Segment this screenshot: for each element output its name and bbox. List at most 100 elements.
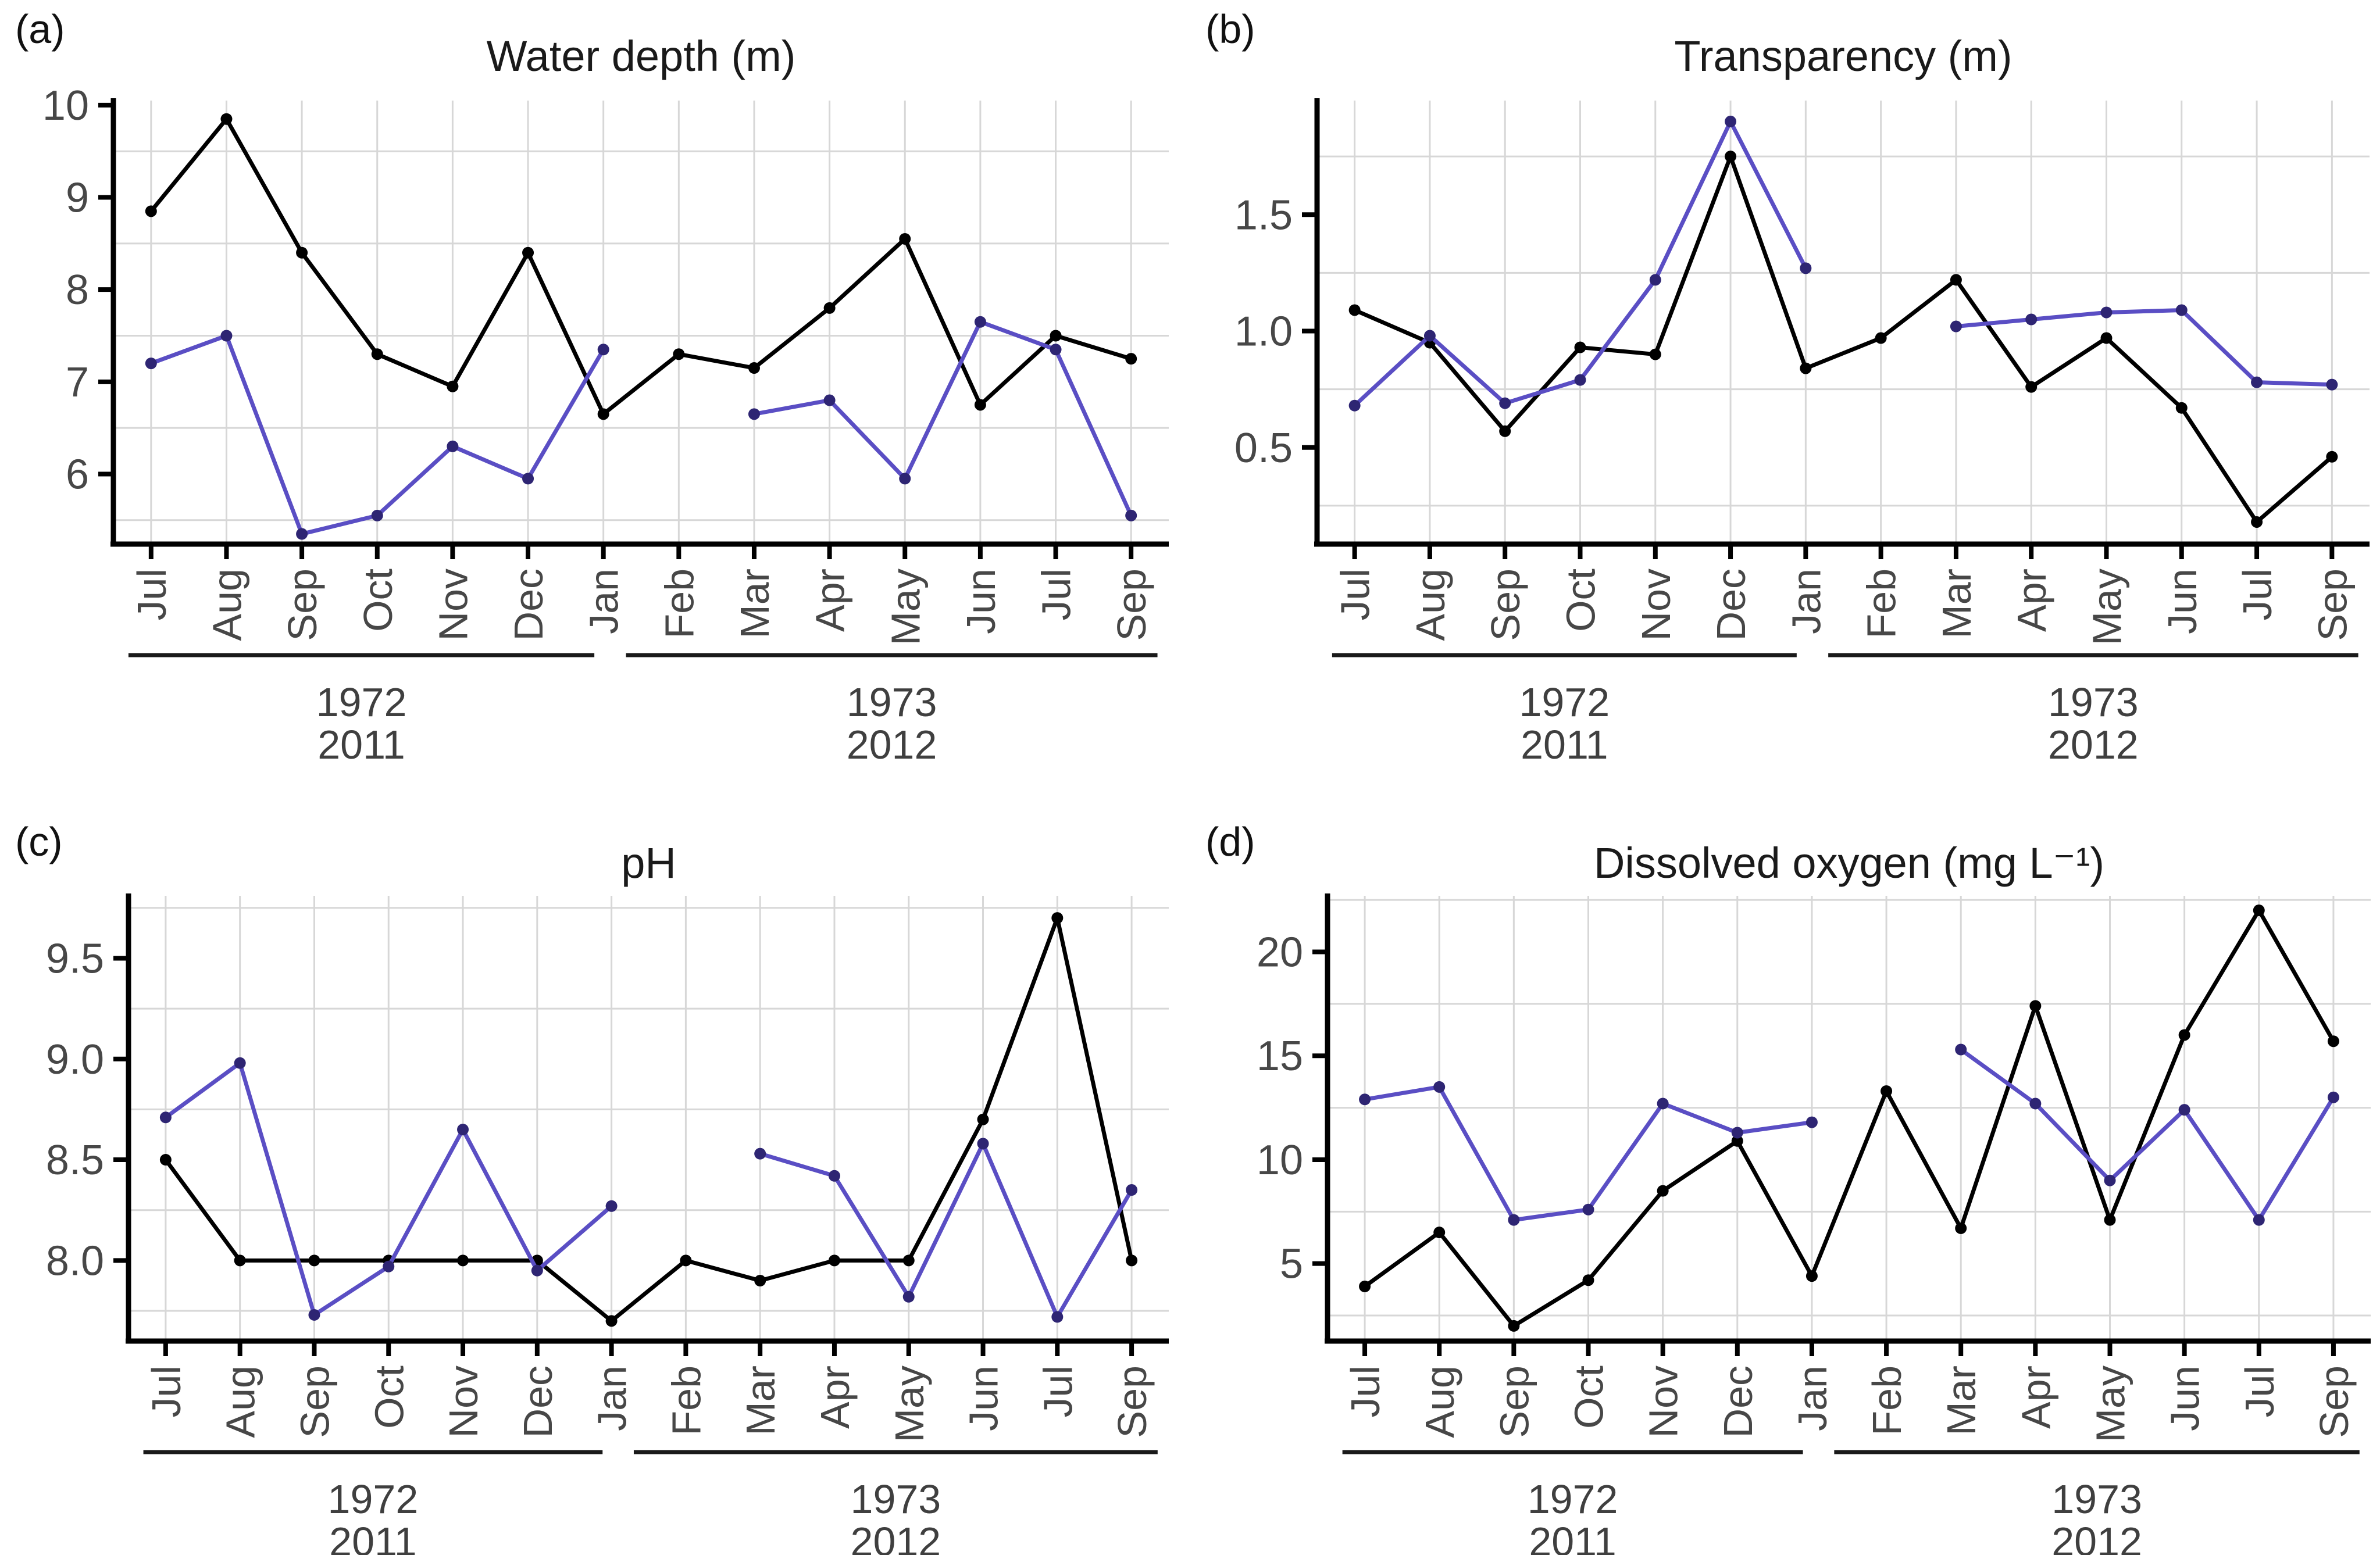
year-label-bottom: 2011 xyxy=(317,722,405,767)
year-label-bottom: 2012 xyxy=(847,722,937,767)
data-point xyxy=(1348,399,1361,412)
data-point xyxy=(1582,1203,1594,1216)
data-point xyxy=(2178,1104,2190,1116)
data-point xyxy=(2104,1214,2116,1226)
y-tick-label: 6 xyxy=(66,451,89,498)
data-point xyxy=(447,380,459,392)
x-tick-label: Mar xyxy=(732,569,777,639)
x-tick-label: Jun xyxy=(2163,1365,2208,1431)
x-tick-label: Nov xyxy=(430,569,476,641)
year-label-top: 1973 xyxy=(2048,680,2139,725)
chart-title-dissolved-oxygen: Dissolved oxygen (mg L⁻¹) xyxy=(1593,839,2105,887)
x-tick-label: Nov xyxy=(441,1365,486,1438)
data-point xyxy=(1050,330,1062,342)
data-point xyxy=(1508,1320,1520,1332)
x-tick-label: Jul xyxy=(144,1365,189,1417)
data-point xyxy=(2253,905,2265,917)
data-point xyxy=(902,1254,915,1267)
panel-dissolved-oxygen: Jul Aug Sep Oct Nov Dec Jan Feb Mar Apr May Jun Jul S… xyxy=(1190,778,2380,1555)
x-tick-label: Nov xyxy=(1633,569,1679,641)
data-point xyxy=(522,246,534,259)
year-label-top: 1973 xyxy=(847,680,937,725)
panel-transparency: Jul Aug Sep Oct Nov Dec Jan Feb Mar Apr May Jun Jul S… xyxy=(1190,0,2380,777)
data-point xyxy=(1050,344,1062,356)
data-point xyxy=(1955,1222,1967,1234)
panel-tag-d: (d) xyxy=(1205,819,1255,864)
chart-title-transparency: Transparency (m) xyxy=(1674,32,2013,80)
x-tick-label: May xyxy=(2085,569,2130,645)
data-point xyxy=(977,1113,989,1125)
x-tick-label: Sep xyxy=(1109,569,1154,641)
panel-a-plot: Jul Aug Sep Oct Nov Dec Jan Feb Mar Apr May Jun Jul S… xyxy=(42,83,1169,767)
x-tick-label: Feb xyxy=(663,1365,709,1436)
data-point xyxy=(2326,451,2338,463)
x-tick-label: Oct xyxy=(1558,569,1604,632)
data-point xyxy=(308,1254,320,1267)
x-tick-label: Dec xyxy=(1715,1365,1761,1438)
y-tick-label: 8.5 xyxy=(46,1137,104,1184)
data-point xyxy=(823,302,836,314)
data-point xyxy=(1725,151,1737,163)
data-point xyxy=(1950,320,1962,333)
data-point xyxy=(1051,912,1064,924)
data-point xyxy=(1433,1081,1446,1093)
y-tick-label: 1.5 xyxy=(1234,192,1293,238)
data-point xyxy=(2253,1214,2265,1226)
x-tick-label: Apr xyxy=(808,569,853,632)
data-point xyxy=(2175,402,2188,414)
x-tick-label: May xyxy=(887,1365,932,1442)
data-point xyxy=(308,1309,320,1321)
x-tick-label: Apr xyxy=(812,1365,858,1429)
x-tick-label: Oct xyxy=(1567,1365,1612,1429)
data-point xyxy=(1800,262,1812,274)
series-line xyxy=(758,1141,1134,1319)
x-tick-label: Jul xyxy=(1343,1365,1388,1417)
series-line xyxy=(163,916,1134,1323)
data-point xyxy=(234,1254,246,1267)
panel-tag-c: (c) xyxy=(15,819,63,864)
data-point xyxy=(2029,1000,2042,1012)
x-tick-label: Jun xyxy=(961,1365,1007,1431)
data-point xyxy=(1359,1093,1371,1106)
series-line xyxy=(752,320,1133,518)
x-tick-label: Mar xyxy=(738,1365,783,1436)
data-point xyxy=(296,246,308,259)
data-point xyxy=(828,1254,840,1267)
x-tick-label: Jul xyxy=(129,569,174,620)
x-tick-label: Feb xyxy=(1859,569,1904,639)
data-point xyxy=(1657,1098,1669,1110)
data-point xyxy=(605,1200,618,1212)
data-point xyxy=(371,509,383,521)
x-tick-label: Sep xyxy=(292,1365,337,1438)
data-point xyxy=(1499,397,1511,409)
x-tick-label: Nov xyxy=(1641,1365,1686,1438)
data-point xyxy=(2100,306,2113,319)
data-point xyxy=(1574,341,1586,353)
data-point xyxy=(2327,1091,2339,1103)
year-label-bottom: 2011 xyxy=(1521,722,1608,767)
data-point xyxy=(220,113,233,125)
year-label-bottom: 2012 xyxy=(2048,722,2139,767)
data-point xyxy=(1348,304,1361,316)
data-point xyxy=(899,233,911,245)
x-tick-label: Feb xyxy=(656,569,702,639)
data-point xyxy=(902,1291,915,1303)
data-point xyxy=(2100,332,2113,344)
data-point xyxy=(145,358,157,370)
panel-ph: Jul Aug Sep Oct Nov Dec Jan Feb Mar Apr May Jun Jul S… xyxy=(0,778,1190,1555)
data-point xyxy=(2251,516,2263,528)
x-tick-label: Sep xyxy=(280,569,325,641)
x-tick-label: Apr xyxy=(2009,569,2054,632)
panel-d-plot: Jul Aug Sep Oct Nov Dec Jan Feb Mar Apr May Jun Jul S… xyxy=(1257,893,2371,1555)
data-point xyxy=(1881,1085,1893,1097)
x-tick-label: May xyxy=(883,569,928,645)
x-tick-label: Dec xyxy=(506,569,551,641)
x-tick-label: Jan xyxy=(581,569,627,634)
data-point xyxy=(823,394,836,406)
data-point xyxy=(754,1275,766,1287)
chart-title-water-depth: Water depth (m) xyxy=(486,32,796,80)
year-label-top: 1973 xyxy=(851,1477,941,1522)
y-tick-label: 10 xyxy=(42,83,89,129)
series-line xyxy=(149,117,1133,416)
panel-tag-b: (b) xyxy=(1205,6,1255,52)
